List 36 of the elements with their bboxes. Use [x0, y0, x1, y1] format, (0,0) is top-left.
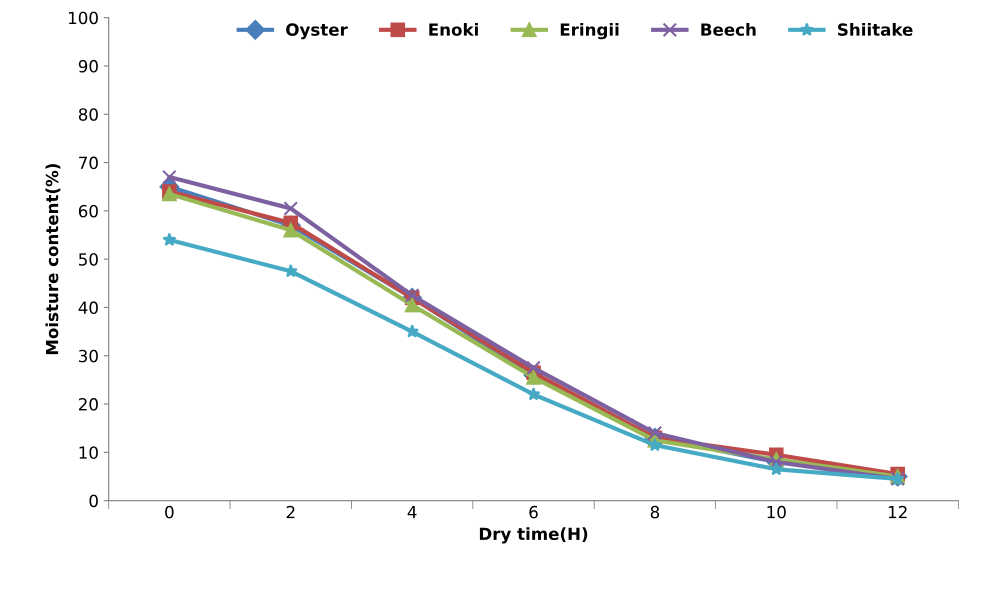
point — [648, 438, 662, 452]
legend-label: Oyster — [286, 23, 348, 40]
y-tick-label: 0 — [89, 494, 98, 508]
point — [648, 426, 662, 440]
y-tick-label: 10 — [80, 446, 98, 459]
y-tick-label: 80 — [78, 108, 98, 121]
point — [769, 462, 784, 476]
y-tick-label: 100 — [68, 12, 98, 24]
x-tick-label: 0 — [165, 506, 174, 518]
y-tick-label: 30 — [79, 350, 98, 362]
legend-label: Eringii — [560, 23, 618, 40]
x-tick-label: 12 — [888, 506, 907, 518]
x-tick-label: 2 — [286, 506, 294, 518]
point — [404, 298, 420, 312]
point — [405, 324, 420, 338]
x-tick-label: 4 — [408, 506, 417, 518]
point — [162, 232, 176, 246]
legend-label: Enoki — [429, 23, 478, 36]
x-tick-label: 10 — [768, 506, 786, 518]
y-tick-label: 20 — [78, 398, 98, 411]
legend-label: Shiitake — [838, 23, 913, 36]
legend-label: Beech — [701, 23, 756, 36]
y-tick-label: 50 — [79, 253, 98, 266]
point — [526, 387, 541, 400]
point — [526, 360, 541, 376]
point — [283, 201, 298, 216]
y-tick-label: 90 — [78, 60, 98, 73]
y-tick-label: 70 — [79, 156, 98, 170]
point — [526, 370, 541, 385]
x-axis-title: Dry time(H) — [480, 527, 588, 544]
point — [162, 170, 177, 184]
y-axis-title: Moisture content(%) — [45, 164, 60, 354]
y-tick-label: 60 — [78, 204, 98, 218]
x-tick-label: 6 — [529, 506, 538, 518]
x-tick-label: 8 — [650, 506, 660, 518]
y-tick-label: 40 — [78, 301, 98, 314]
